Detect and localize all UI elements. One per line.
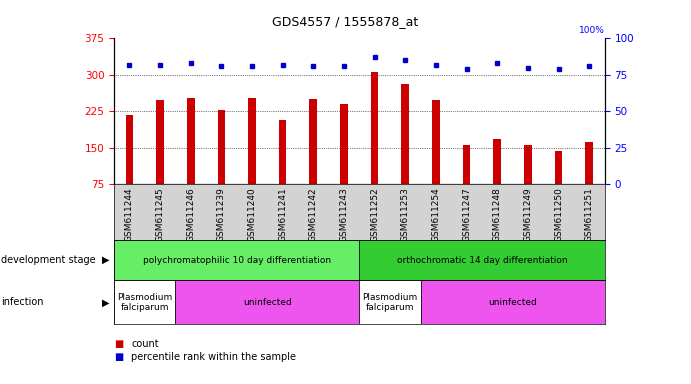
Text: GSM611246: GSM611246 [186,187,195,242]
Text: count: count [131,339,159,349]
Bar [371,73,379,184]
Bar [421,280,605,324]
Text: GSM611254: GSM611254 [431,187,440,242]
Text: GSM611247: GSM611247 [462,187,471,242]
Bar [114,280,176,324]
Bar [555,151,562,184]
Bar [463,146,471,184]
Text: 100%: 100% [579,26,605,35]
Text: GSM611240: GSM611240 [247,187,256,242]
Bar [359,280,421,324]
Text: GSM611245: GSM611245 [155,187,164,242]
Text: Plasmodium
falciparum: Plasmodium falciparum [117,293,172,312]
Bar [585,142,593,184]
Text: GDS4557 / 1555878_at: GDS4557 / 1555878_at [272,15,419,28]
Text: GSM611243: GSM611243 [339,187,348,242]
Text: infection: infection [1,297,44,308]
Text: GSM611242: GSM611242 [309,187,318,242]
Text: orthochromatic 14 day differentiation: orthochromatic 14 day differentiation [397,256,567,265]
Bar [524,146,532,184]
Text: percentile rank within the sample: percentile rank within the sample [131,352,296,362]
Bar [359,240,605,280]
Bar [340,104,348,184]
Text: GSM611252: GSM611252 [370,187,379,242]
Bar [248,98,256,184]
Text: GSM611241: GSM611241 [278,187,287,242]
Text: development stage: development stage [1,255,96,265]
Text: GSM611248: GSM611248 [493,187,502,242]
Bar [279,120,287,184]
Bar [187,98,194,184]
Bar [176,280,359,324]
Text: GSM611250: GSM611250 [554,187,563,242]
Text: ▶: ▶ [102,297,109,308]
Bar [114,240,359,280]
Text: uninfected: uninfected [489,298,537,307]
Bar [126,115,133,184]
Text: polychromatophilic 10 day differentiation: polychromatophilic 10 day differentiatio… [142,256,331,265]
Text: ■: ■ [114,352,123,362]
Text: ▶: ▶ [102,255,109,265]
Text: uninfected: uninfected [243,298,292,307]
Text: ■: ■ [114,339,123,349]
Bar [432,100,439,184]
Text: GSM611249: GSM611249 [524,187,533,242]
Text: GSM611251: GSM611251 [585,187,594,242]
Bar [156,100,164,184]
Bar [493,139,501,184]
Text: GSM611244: GSM611244 [125,187,134,242]
Text: Plasmodium
falciparum: Plasmodium falciparum [362,293,417,312]
Text: GSM611239: GSM611239 [217,187,226,242]
Text: GSM611253: GSM611253 [401,187,410,242]
Bar [401,84,409,184]
Bar [218,110,225,184]
Bar [310,99,317,184]
